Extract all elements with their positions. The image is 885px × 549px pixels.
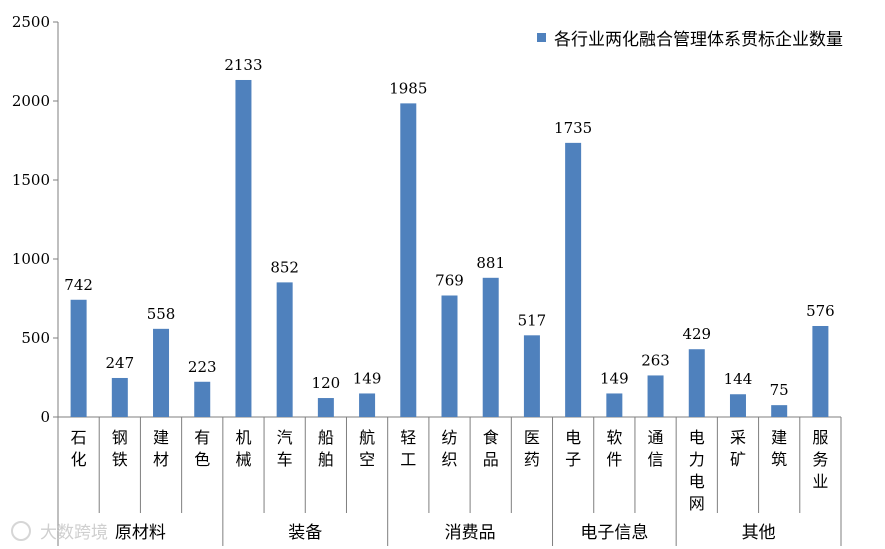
data-label: 852 — [270, 258, 299, 276]
bar — [688, 349, 705, 417]
category-label: 食品 — [483, 428, 499, 469]
watermark: 大数跨境 — [11, 521, 108, 543]
bar — [647, 375, 664, 417]
category-label: 通信 — [648, 428, 664, 469]
y-tick-label: 2000 — [12, 92, 50, 110]
category-label: 软件 — [606, 428, 622, 469]
data-label: 558 — [147, 305, 176, 323]
category-label: 建筑 — [771, 428, 787, 469]
data-label: 263 — [641, 351, 670, 369]
legend-label: 各行业两化融合管理体系贯标企业数量 — [554, 30, 843, 50]
bar — [153, 328, 170, 417]
legend: 各行业两化融合管理体系贯标企业数量 — [537, 30, 843, 50]
data-label: 149 — [353, 369, 382, 387]
bar — [523, 335, 540, 417]
bar — [812, 325, 829, 417]
category-label: 建材 — [153, 428, 169, 469]
category-label: 电子 — [565, 428, 581, 469]
category-label: 服务业 — [812, 428, 828, 491]
axes — [57, 22, 842, 546]
category-label: 轻工 — [400, 428, 416, 469]
y-tick-label: 2500 — [12, 13, 50, 31]
data-label: 769 — [435, 271, 464, 289]
bar — [606, 393, 623, 417]
group-label: 电子信息 — [580, 523, 648, 543]
bar — [359, 393, 376, 417]
data-label: 223 — [188, 358, 217, 376]
group-label: 装备 — [288, 523, 322, 543]
bar — [70, 299, 87, 417]
bar — [317, 398, 334, 417]
y-axis-ticks: 0 500 1000 1500 2000 2500 — [12, 13, 58, 426]
data-label: 429 — [682, 325, 711, 343]
data-label: 144 — [724, 370, 753, 388]
data-label: 1735 — [554, 119, 592, 137]
watermark-logo-icon — [11, 521, 31, 541]
bar — [565, 142, 582, 417]
category-label: 船舶 — [318, 428, 334, 469]
data-label: 75 — [770, 381, 789, 399]
bar — [441, 295, 458, 417]
category-label: 钢铁 — [112, 428, 128, 469]
bar — [400, 103, 417, 418]
group-label: 其他 — [742, 523, 776, 543]
group-label: 消费品 — [445, 523, 496, 543]
data-label: 1985 — [389, 79, 427, 97]
bar — [194, 381, 211, 417]
legend-swatch — [537, 33, 546, 42]
bar — [111, 377, 128, 417]
data-label: 742 — [64, 276, 93, 294]
category-label: 汽车 — [277, 428, 293, 469]
data-label: 576 — [806, 302, 835, 320]
data-label: 120 — [312, 374, 341, 392]
watermark-text: 大数跨境 — [40, 523, 108, 543]
category-label: 采矿 — [730, 428, 746, 469]
data-labels: 742 247 558 223 2133 852 120 149 1985 769 881 517 17… — [64, 56, 834, 399]
group-label: 原材料 — [115, 523, 166, 543]
category-label: 医药 — [524, 428, 540, 469]
y-tick-label: 1500 — [12, 171, 50, 189]
bar — [729, 394, 746, 417]
y-tick-label: 0 — [40, 408, 50, 426]
data-label: 881 — [476, 254, 505, 272]
data-label: 2133 — [224, 56, 262, 74]
category-label: 石化 — [71, 428, 87, 469]
y-tick-label: 1000 — [12, 250, 50, 268]
bar — [482, 277, 499, 417]
y-tick-label: 500 — [21, 329, 50, 347]
group-labels: 原材料 装备 消费品 电子信息 其他 — [115, 523, 776, 543]
data-label: 517 — [518, 311, 547, 329]
category-label: 航空 — [359, 428, 375, 469]
category-label: 纺织 — [441, 428, 457, 469]
data-label: 247 — [105, 354, 134, 372]
bar — [235, 79, 252, 418]
bars — [70, 79, 829, 418]
category-label: 有色 — [194, 428, 210, 469]
bar — [771, 405, 788, 417]
category-label: 电力电网 — [689, 428, 705, 513]
category-label: 机械 — [235, 428, 251, 469]
data-label: 149 — [600, 369, 629, 387]
bar — [276, 282, 293, 417]
